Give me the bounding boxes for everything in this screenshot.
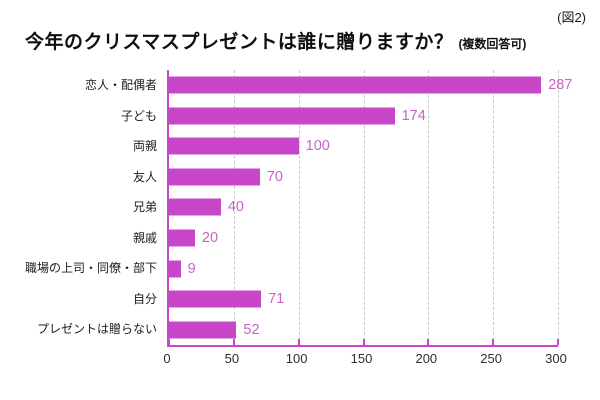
gridline [493, 70, 495, 345]
figure-number: (図2) [557, 10, 586, 25]
bar [169, 107, 395, 125]
bar [169, 290, 262, 308]
x-tick [232, 339, 235, 345]
bar-row: 100 [169, 131, 558, 162]
category-label: 自分 [132, 291, 157, 306]
value-label: 100 [305, 138, 330, 155]
x-tick [168, 339, 170, 345]
bar-row: 287 [169, 70, 572, 101]
plot-area: 287 174 100 70 40 20 9 71 52 [167, 70, 572, 347]
category-label: 親戚 [132, 230, 157, 245]
bar-row: 52 [169, 314, 558, 345]
gridline [428, 70, 430, 345]
gridline [558, 70, 559, 345]
category-label: 兄弟 [132, 200, 157, 215]
value-label: 71 [268, 291, 285, 308]
value-label: 70 [266, 168, 283, 185]
bar-chart: 恋人・配偶者子ども両親友人兄弟親戚職場の上司・同僚・部下自分プレゼントは贈らない… [0, 70, 600, 390]
value-label: 40 [227, 199, 244, 216]
x-tick [297, 339, 300, 345]
value-label: 174 [401, 107, 426, 124]
x-tick [492, 339, 495, 345]
value-label: 20 [201, 230, 219, 246]
category-label: 子ども [120, 108, 157, 123]
bar-row: 40 [169, 192, 558, 223]
x-tick [362, 339, 365, 345]
bar [169, 168, 260, 186]
bar [169, 260, 181, 278]
x-tick-label: 50 [224, 351, 240, 366]
chart-subtitle: (複数回答可) [458, 37, 527, 51]
gridline [363, 70, 365, 345]
bar-row: 174 [169, 101, 558, 132]
x-tick-label: 200 [415, 351, 438, 366]
x-tick-label: 0 [163, 351, 171, 366]
bar [169, 137, 299, 155]
x-tick-label: 150 [350, 351, 373, 366]
x-tick-label: 300 [545, 351, 567, 366]
value-label: 9 [187, 260, 196, 277]
bar-row: 71 [169, 284, 558, 315]
bar-row: 9 [169, 253, 558, 284]
x-tick [557, 339, 559, 345]
bar [169, 229, 195, 247]
category-label: 職場の上司・同僚・部下 [24, 261, 157, 276]
category-label: 両親 [132, 139, 157, 154]
bar-row: 20 [169, 223, 558, 254]
bar [169, 76, 542, 94]
chart-title: 今年のクリスマスプレゼントは誰に贈りますか？ [25, 32, 454, 53]
category-labels: 恋人・配偶者子ども両親友人兄弟親戚職場の上司・同僚・部下自分プレゼントは贈らない [0, 70, 157, 345]
category-label: 恋人・配偶者 [84, 78, 157, 92]
gridline [233, 70, 235, 345]
bar-row: 70 [169, 162, 558, 193]
value-label: 287 [548, 77, 573, 94]
x-axis-labels: 0 50 100 150 200 250 300 [163, 351, 566, 371]
x-tick [427, 339, 430, 345]
gridline [298, 70, 300, 345]
title-row: 今年のクリスマスプレゼントは誰に贈りますか？ (複数回答可) [25, 27, 526, 54]
value-label: 52 [243, 321, 260, 338]
category-label: プレゼントは贈らない [36, 322, 157, 337]
category-label: 友人 [132, 169, 157, 184]
x-tick-label: 250 [480, 351, 503, 366]
bar [169, 321, 237, 339]
bar [169, 198, 221, 216]
x-tick-label: 100 [285, 351, 308, 366]
